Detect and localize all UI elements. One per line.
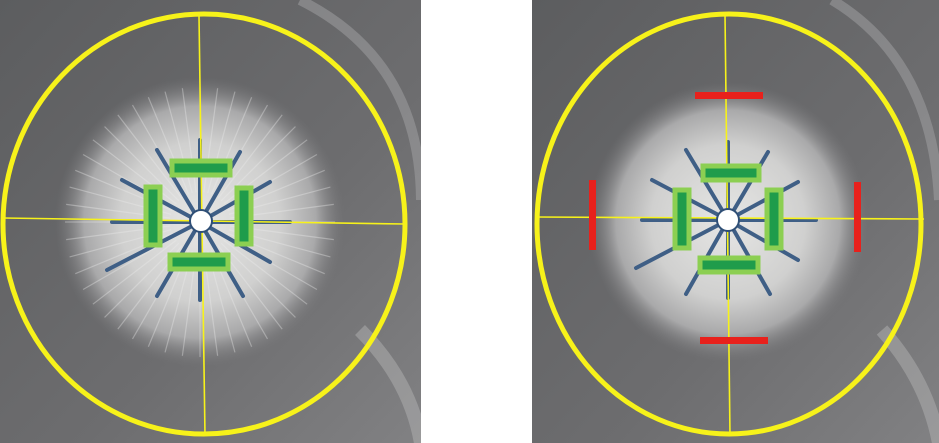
right-red-bar-top bbox=[695, 92, 763, 99]
right-green-bar-top bbox=[700, 163, 762, 183]
right-green-bar-bottom bbox=[697, 255, 761, 275]
colony-texture-ray bbox=[104, 242, 180, 318]
left-plate-image bbox=[0, 0, 421, 443]
right-red-bar-bottom bbox=[700, 337, 768, 344]
colony-texture-ray bbox=[220, 126, 296, 202]
right-green-bars bbox=[672, 163, 784, 275]
left-green-bar-top bbox=[169, 158, 233, 178]
right-red-bar-left bbox=[589, 180, 596, 250]
colony-texture-ray bbox=[210, 97, 253, 195]
left-center-dot bbox=[189, 209, 213, 233]
left-green-bar-right bbox=[234, 185, 254, 247]
left-green-bar-left bbox=[143, 184, 163, 248]
colony-texture-ray bbox=[223, 239, 308, 305]
left-green-bars bbox=[143, 158, 254, 272]
colony-texture-ray bbox=[217, 114, 283, 199]
colony-texture-ray bbox=[92, 239, 177, 305]
left-plate-rim bbox=[297, 0, 421, 201]
colony-texture-ray bbox=[220, 242, 296, 318]
colony-texture-ray bbox=[104, 126, 180, 202]
right-plate-rim-lower bbox=[876, 325, 939, 443]
right-plate-image bbox=[532, 0, 939, 443]
right-red-bar-right bbox=[854, 182, 861, 252]
right-green-bar-left bbox=[672, 187, 692, 251]
right-green-bar-right bbox=[764, 187, 784, 251]
right-plate-rim bbox=[829, 0, 939, 201]
right-plate-panel bbox=[532, 0, 939, 443]
right-center-dot bbox=[716, 208, 740, 232]
right-red-bars bbox=[589, 92, 861, 344]
left-green-bar-bottom bbox=[167, 252, 231, 272]
left-plate-panel bbox=[0, 0, 421, 443]
right-yellow-circle bbox=[534, 11, 924, 437]
colony-texture-ray bbox=[117, 114, 183, 199]
colony-texture-ray bbox=[147, 97, 190, 195]
